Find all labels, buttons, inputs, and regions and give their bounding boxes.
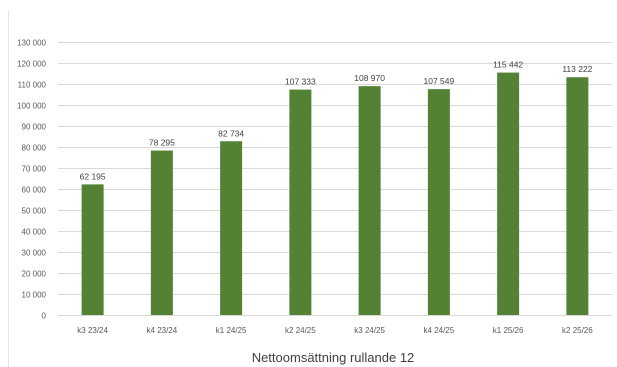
data-label: 78 295	[149, 138, 175, 148]
bar	[566, 77, 589, 316]
y-tick-label: 10 000	[22, 291, 47, 300]
bar	[358, 86, 381, 316]
bar	[220, 141, 243, 315]
bar	[497, 72, 520, 315]
x-tick-label: k2 24/25	[285, 326, 316, 335]
x-tick-label: k3 23/24	[77, 326, 108, 335]
data-label: 107 549	[424, 76, 455, 86]
y-tick-label: 90 000	[22, 123, 47, 132]
x-tick-label: k1 24/25	[216, 326, 247, 335]
bar	[81, 184, 104, 315]
y-tick-label: 120 000	[17, 60, 46, 69]
y-tick-label: 30 000	[22, 249, 47, 258]
data-label: 108 970	[354, 73, 385, 83]
bar	[289, 89, 312, 315]
y-tick-label: 80 000	[22, 144, 47, 153]
y-tick-label: 130 000	[17, 39, 46, 48]
x-tick-label: k2 25/26	[562, 326, 593, 335]
data-label: 115 442	[493, 60, 523, 70]
bars	[81, 72, 589, 316]
x-axis-title: Nettoomsättning rullande 12	[252, 350, 415, 365]
bar	[150, 150, 173, 315]
y-tick-label: 0	[42, 312, 47, 321]
data-label: 113 222	[562, 64, 592, 74]
gridlines	[58, 42, 612, 316]
bar	[427, 89, 450, 316]
x-tick-label: k1 25/26	[493, 326, 524, 335]
y-tick-label: 60 000	[22, 186, 47, 195]
data-labels: 62 195 78 295 82 734 107 333 108 970 107 549 1…	[80, 60, 593, 182]
x-tick-label: k4 24/25	[424, 326, 455, 335]
y-axis-ticks: 0 10 000 20 000 30 000 40 000 50 000 60 000 70 …	[17, 39, 46, 321]
y-tick-label: 50 000	[22, 207, 47, 216]
data-label: 107 333	[285, 77, 316, 87]
data-label: 62 195	[80, 171, 106, 181]
data-label: 82 734	[218, 128, 244, 138]
y-tick-label: 110 000	[18, 81, 47, 90]
y-tick-label: 70 000	[22, 165, 47, 174]
x-tick-label: k4 23/24	[147, 326, 178, 335]
y-tick-label: 40 000	[22, 228, 47, 237]
x-tick-label: k3 24/25	[354, 326, 385, 335]
x-axis-ticks: k3 23/24 k4 23/24 k1 24/25 k2 24/25 k3 24/25…	[77, 326, 593, 335]
y-tick-label: 20 000	[22, 270, 47, 279]
y-tick-label: 100 000	[17, 102, 46, 111]
